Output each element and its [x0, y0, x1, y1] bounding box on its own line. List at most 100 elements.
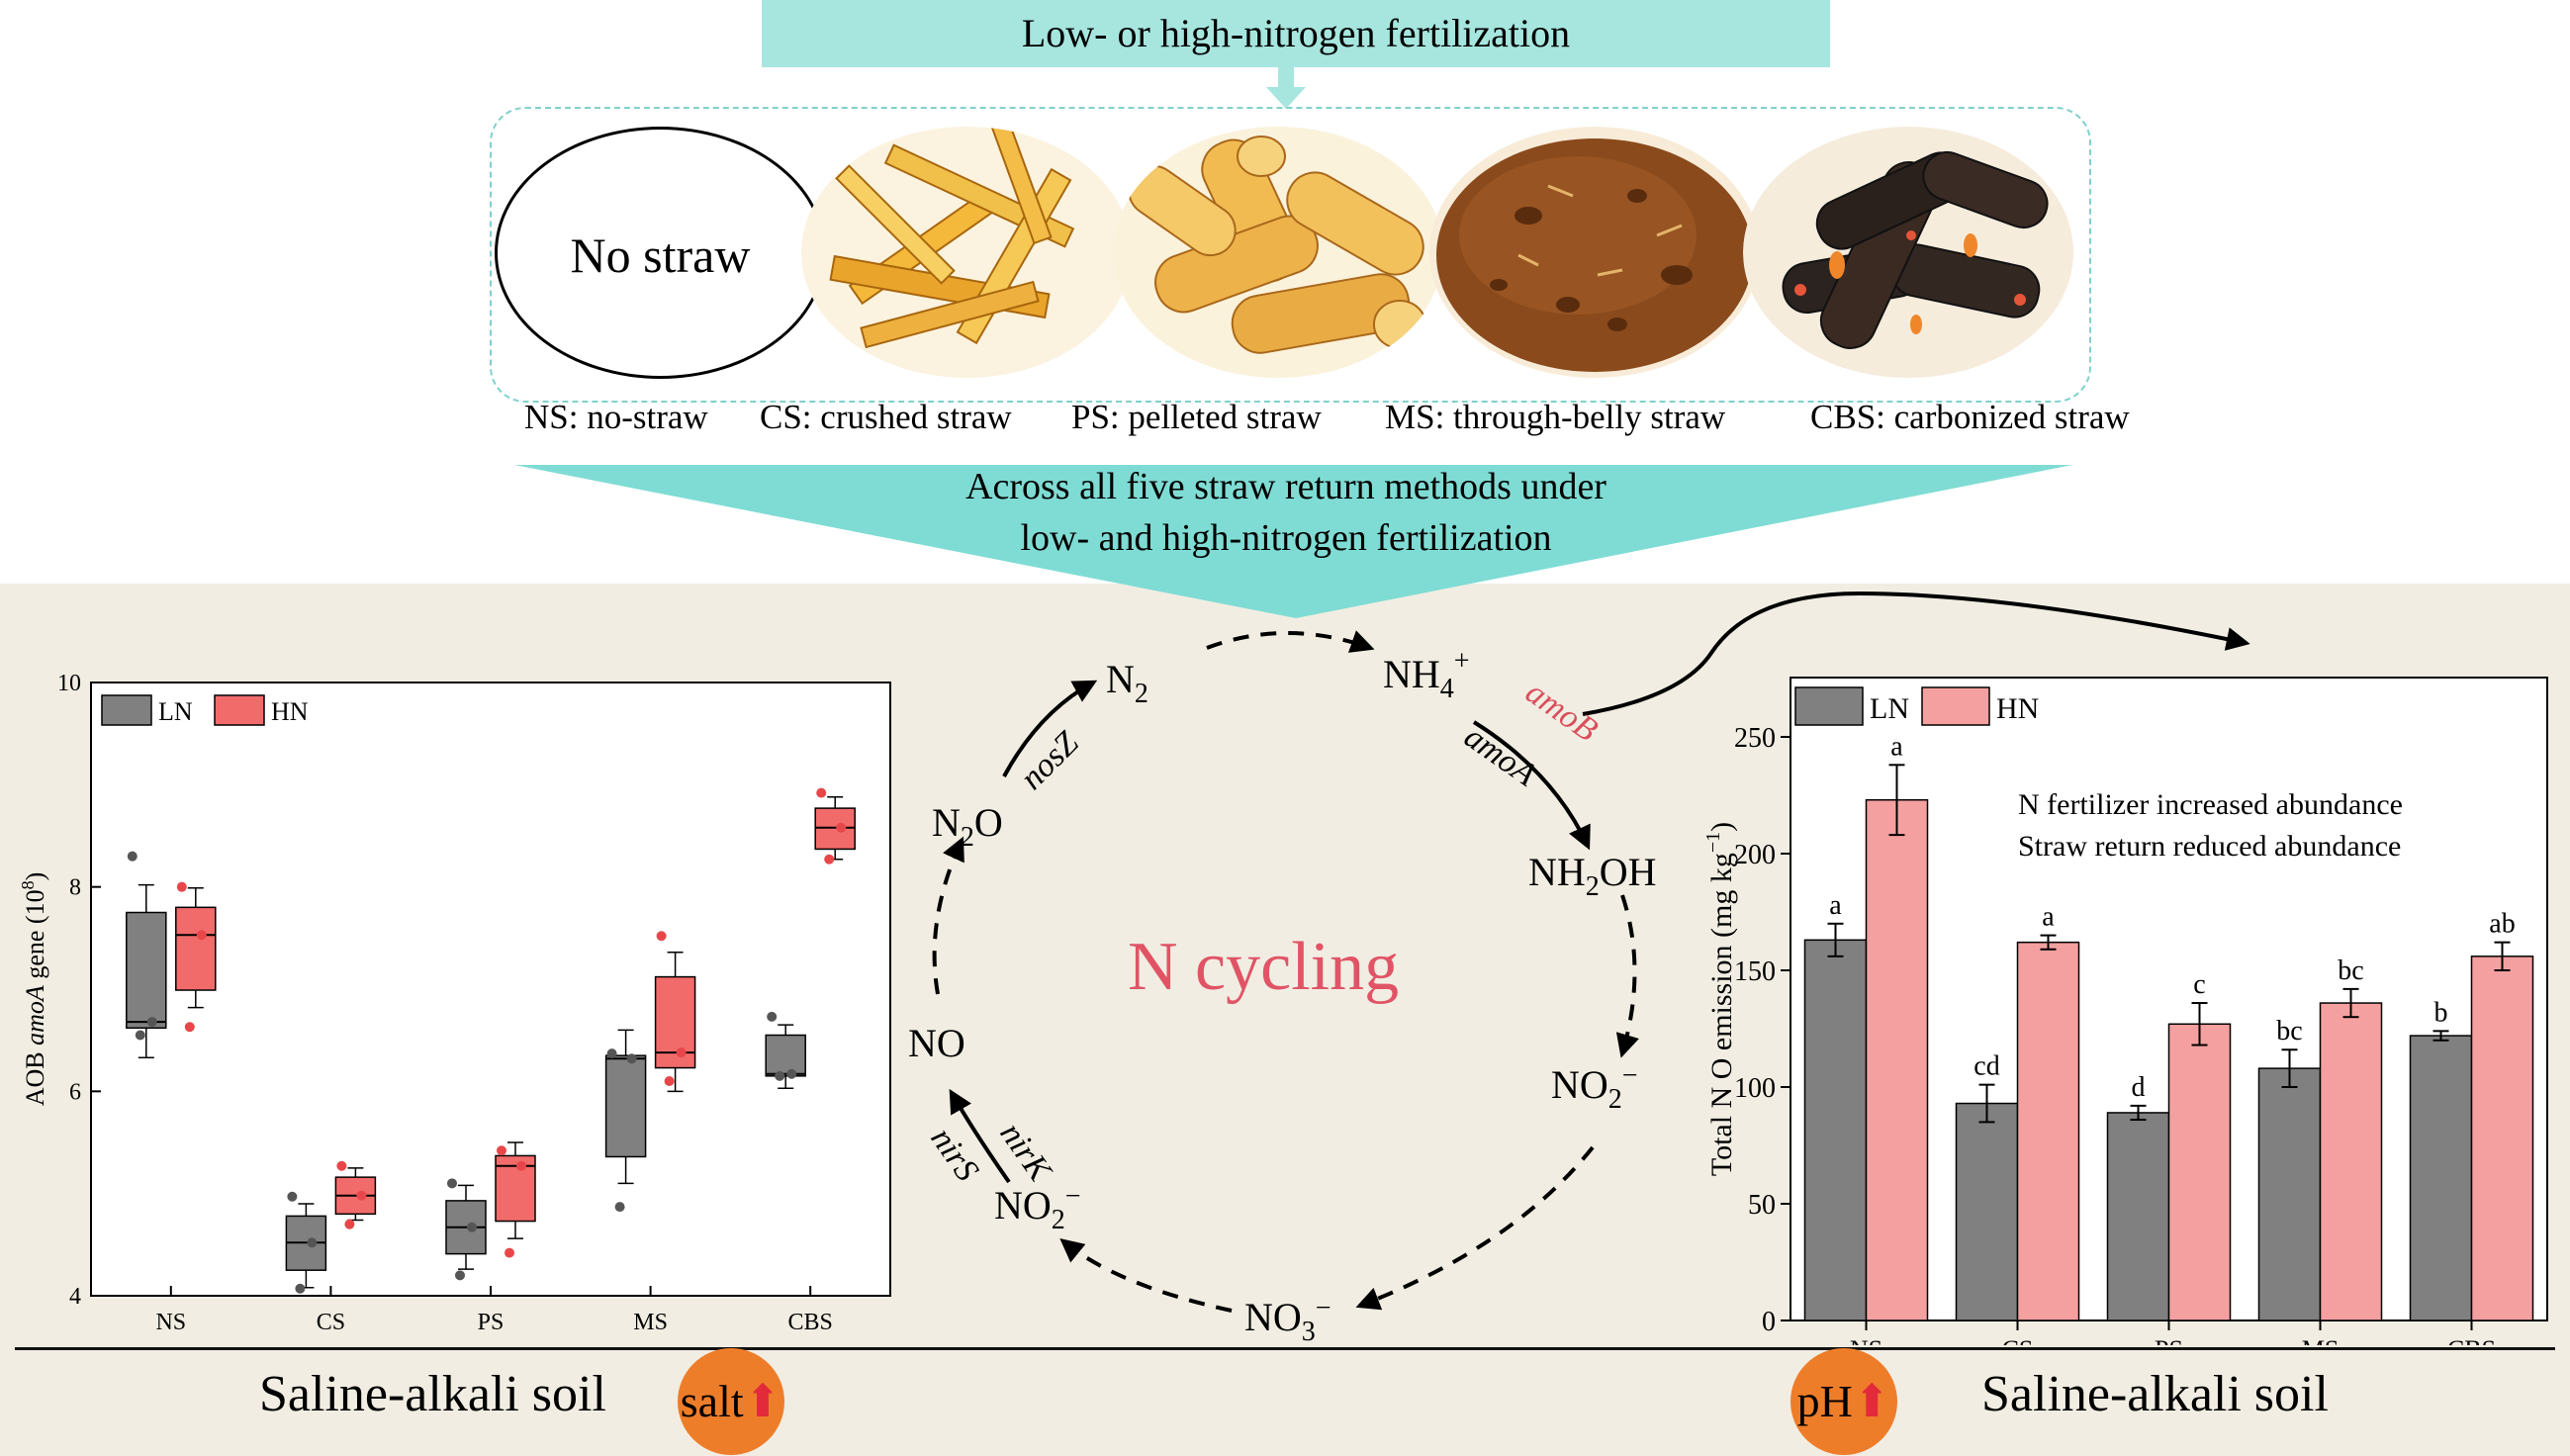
box-hn-cbs — [814, 787, 856, 864]
box-body — [126, 911, 167, 1030]
node-nh4: NH4+ — [1383, 646, 1470, 704]
legend-ln-label-right: LN — [1870, 692, 1909, 725]
significance-letter: d — [2132, 1072, 2146, 1103]
bottom-divider — [15, 1347, 2555, 1350]
box-point — [127, 851, 138, 862]
significance-letter: bc — [2338, 956, 2363, 986]
bar — [1955, 1102, 2019, 1321]
node-n2: N2 — [1106, 657, 1148, 709]
box-point — [656, 931, 667, 942]
right-ytick-label-150: 150 — [1734, 956, 1776, 987]
arrow-no2-no3 — [1355, 1145, 1595, 1311]
salt-up-icon: ⬆ — [743, 1376, 782, 1426]
right-xtick-label-ms: MS — [2302, 1335, 2340, 1345]
bar — [1803, 939, 1868, 1321]
straw-methods-panel — [490, 107, 2091, 403]
box-point — [664, 1076, 675, 1086]
left-ytick-label-4: 4 — [69, 1284, 81, 1310]
left-xtick-label-ns: NS — [155, 1310, 186, 1335]
right-xtick-label-ps: PS — [2155, 1335, 2183, 1345]
box-body — [654, 975, 696, 1069]
box-ln-ps — [445, 1178, 487, 1281]
box-point — [467, 1222, 477, 1232]
legend-hn-swatch-right — [1921, 686, 1990, 726]
box-point — [307, 1237, 318, 1248]
aob-amoa-boxplot: 4 6 8 10 NS CS PS MS CBS LN HN AOB amoA gene (10… — [18, 671, 891, 1335]
right-ytick-label-200: 200 — [1734, 840, 1776, 870]
no-straw-text: No straw — [570, 228, 751, 283]
significance-letter: a — [1890, 731, 1903, 762]
bar-ln-cs: cd — [1955, 1051, 2019, 1321]
box-point — [767, 1011, 778, 1022]
legend-hn-swatch — [214, 694, 265, 726]
bar-ln-cbs: b — [2409, 997, 2473, 1321]
box-point — [836, 822, 847, 833]
pelleted-straw-image — [1113, 127, 1443, 378]
right-xtick-label-ns: NS — [1850, 1335, 1882, 1345]
right-xtick-label-cbs: CBS — [2447, 1335, 2496, 1345]
right-xtick-label-cs: CS — [2002, 1335, 2034, 1345]
node-no3: NO3− — [1244, 1293, 1331, 1347]
right-ytick-label-50: 50 — [1748, 1190, 1776, 1221]
box-point — [824, 854, 835, 864]
method-label-cs: CS: crushed straw — [760, 398, 1012, 436]
box-point — [676, 1047, 687, 1058]
annotation-straw-return: Straw return reduced abundance — [2018, 830, 2401, 863]
crushed-straw-image — [801, 127, 1132, 378]
box-point — [816, 787, 827, 798]
salt-badge: salt⬆ — [678, 1348, 784, 1455]
banner-down-arrow — [1266, 67, 1306, 109]
left-ytick-label-6: 6 — [69, 1079, 81, 1105]
significance-letter: cd — [1973, 1051, 1999, 1082]
funnel-text: Across all five straw return methods und… — [851, 461, 1721, 564]
left-xtick-label-ps: PS — [478, 1310, 505, 1335]
through-belly-straw-image — [1429, 127, 1760, 378]
bar — [2470, 956, 2534, 1321]
box-point — [614, 1202, 625, 1213]
arrow-nh2oh-no2 — [1615, 894, 1639, 1058]
legend-ln-swatch — [101, 694, 152, 726]
gene-amoa: amoA — [1457, 718, 1542, 793]
arrow-nh4-nh2oh — [1472, 720, 1591, 851]
box-point — [505, 1247, 514, 1258]
box-point — [775, 1070, 785, 1081]
box-point — [196, 930, 207, 941]
left-xtick-label-cbs: CBS — [788, 1310, 833, 1335]
box-body — [175, 906, 217, 991]
node-nh2oh: NH2OH — [1528, 850, 1657, 902]
bar-hn-ms: bc — [2319, 956, 2383, 1321]
bar-hn-ps: c — [2167, 969, 2232, 1321]
left-ylabel: AOB amoA gene (108) — [18, 872, 49, 1107]
box-point — [287, 1191, 298, 1202]
box-hn-cs — [334, 1160, 377, 1229]
carbonized-straw-image — [1743, 127, 2073, 378]
bar — [2106, 1112, 2170, 1321]
significance-letter: c — [2193, 969, 2205, 1000]
method-label-ps: PS: pelleted straw — [1071, 398, 1322, 436]
n2o-emission-barchart: 0 50 100 150 200 250 NS CS PS MS CBS a a cd a d c bc bc b a… — [1702, 677, 2548, 1345]
ph-badge-text: pH — [1796, 1376, 1853, 1426]
right-ytick-label-0: 0 — [1762, 1307, 1776, 1337]
bar-hn-cbs: ab — [2470, 909, 2534, 1321]
arrow-to-bar-chart — [1582, 591, 2250, 716]
method-label-ms: MS: through-belly straw — [1385, 398, 1726, 436]
bar-ln-ps: d — [2106, 1072, 2170, 1321]
left-legend: LN HN — [101, 694, 309, 726]
method-label-ns: NS: no-straw — [524, 398, 708, 436]
significance-letter: a — [2042, 902, 2055, 933]
cycle-center-label: N cycling — [1128, 929, 1399, 1005]
arrow-no2-no — [949, 1088, 1011, 1184]
cycle-nodes: N2 NH4+ NH2OH NO2− NO3− NO2− NO N2O — [908, 646, 1657, 1347]
fertilization-title: Low- or high-nitrogen fertilization — [1021, 11, 1571, 55]
arrow-no-n2o — [932, 836, 964, 995]
bar — [2257, 1067, 2322, 1321]
bar-hn-ns: a — [1865, 731, 1929, 1321]
right-ylabel: Total N O emission (mg kg−1) — [1702, 822, 1738, 1176]
right-ytick-label-250: 250 — [1734, 723, 1776, 754]
funnel-shape — [514, 465, 2072, 618]
box-body — [765, 1034, 806, 1077]
box-ln-cs — [285, 1191, 327, 1294]
significance-letter: a — [1829, 890, 1842, 921]
arrow-n2o-n2 — [1002, 680, 1098, 777]
